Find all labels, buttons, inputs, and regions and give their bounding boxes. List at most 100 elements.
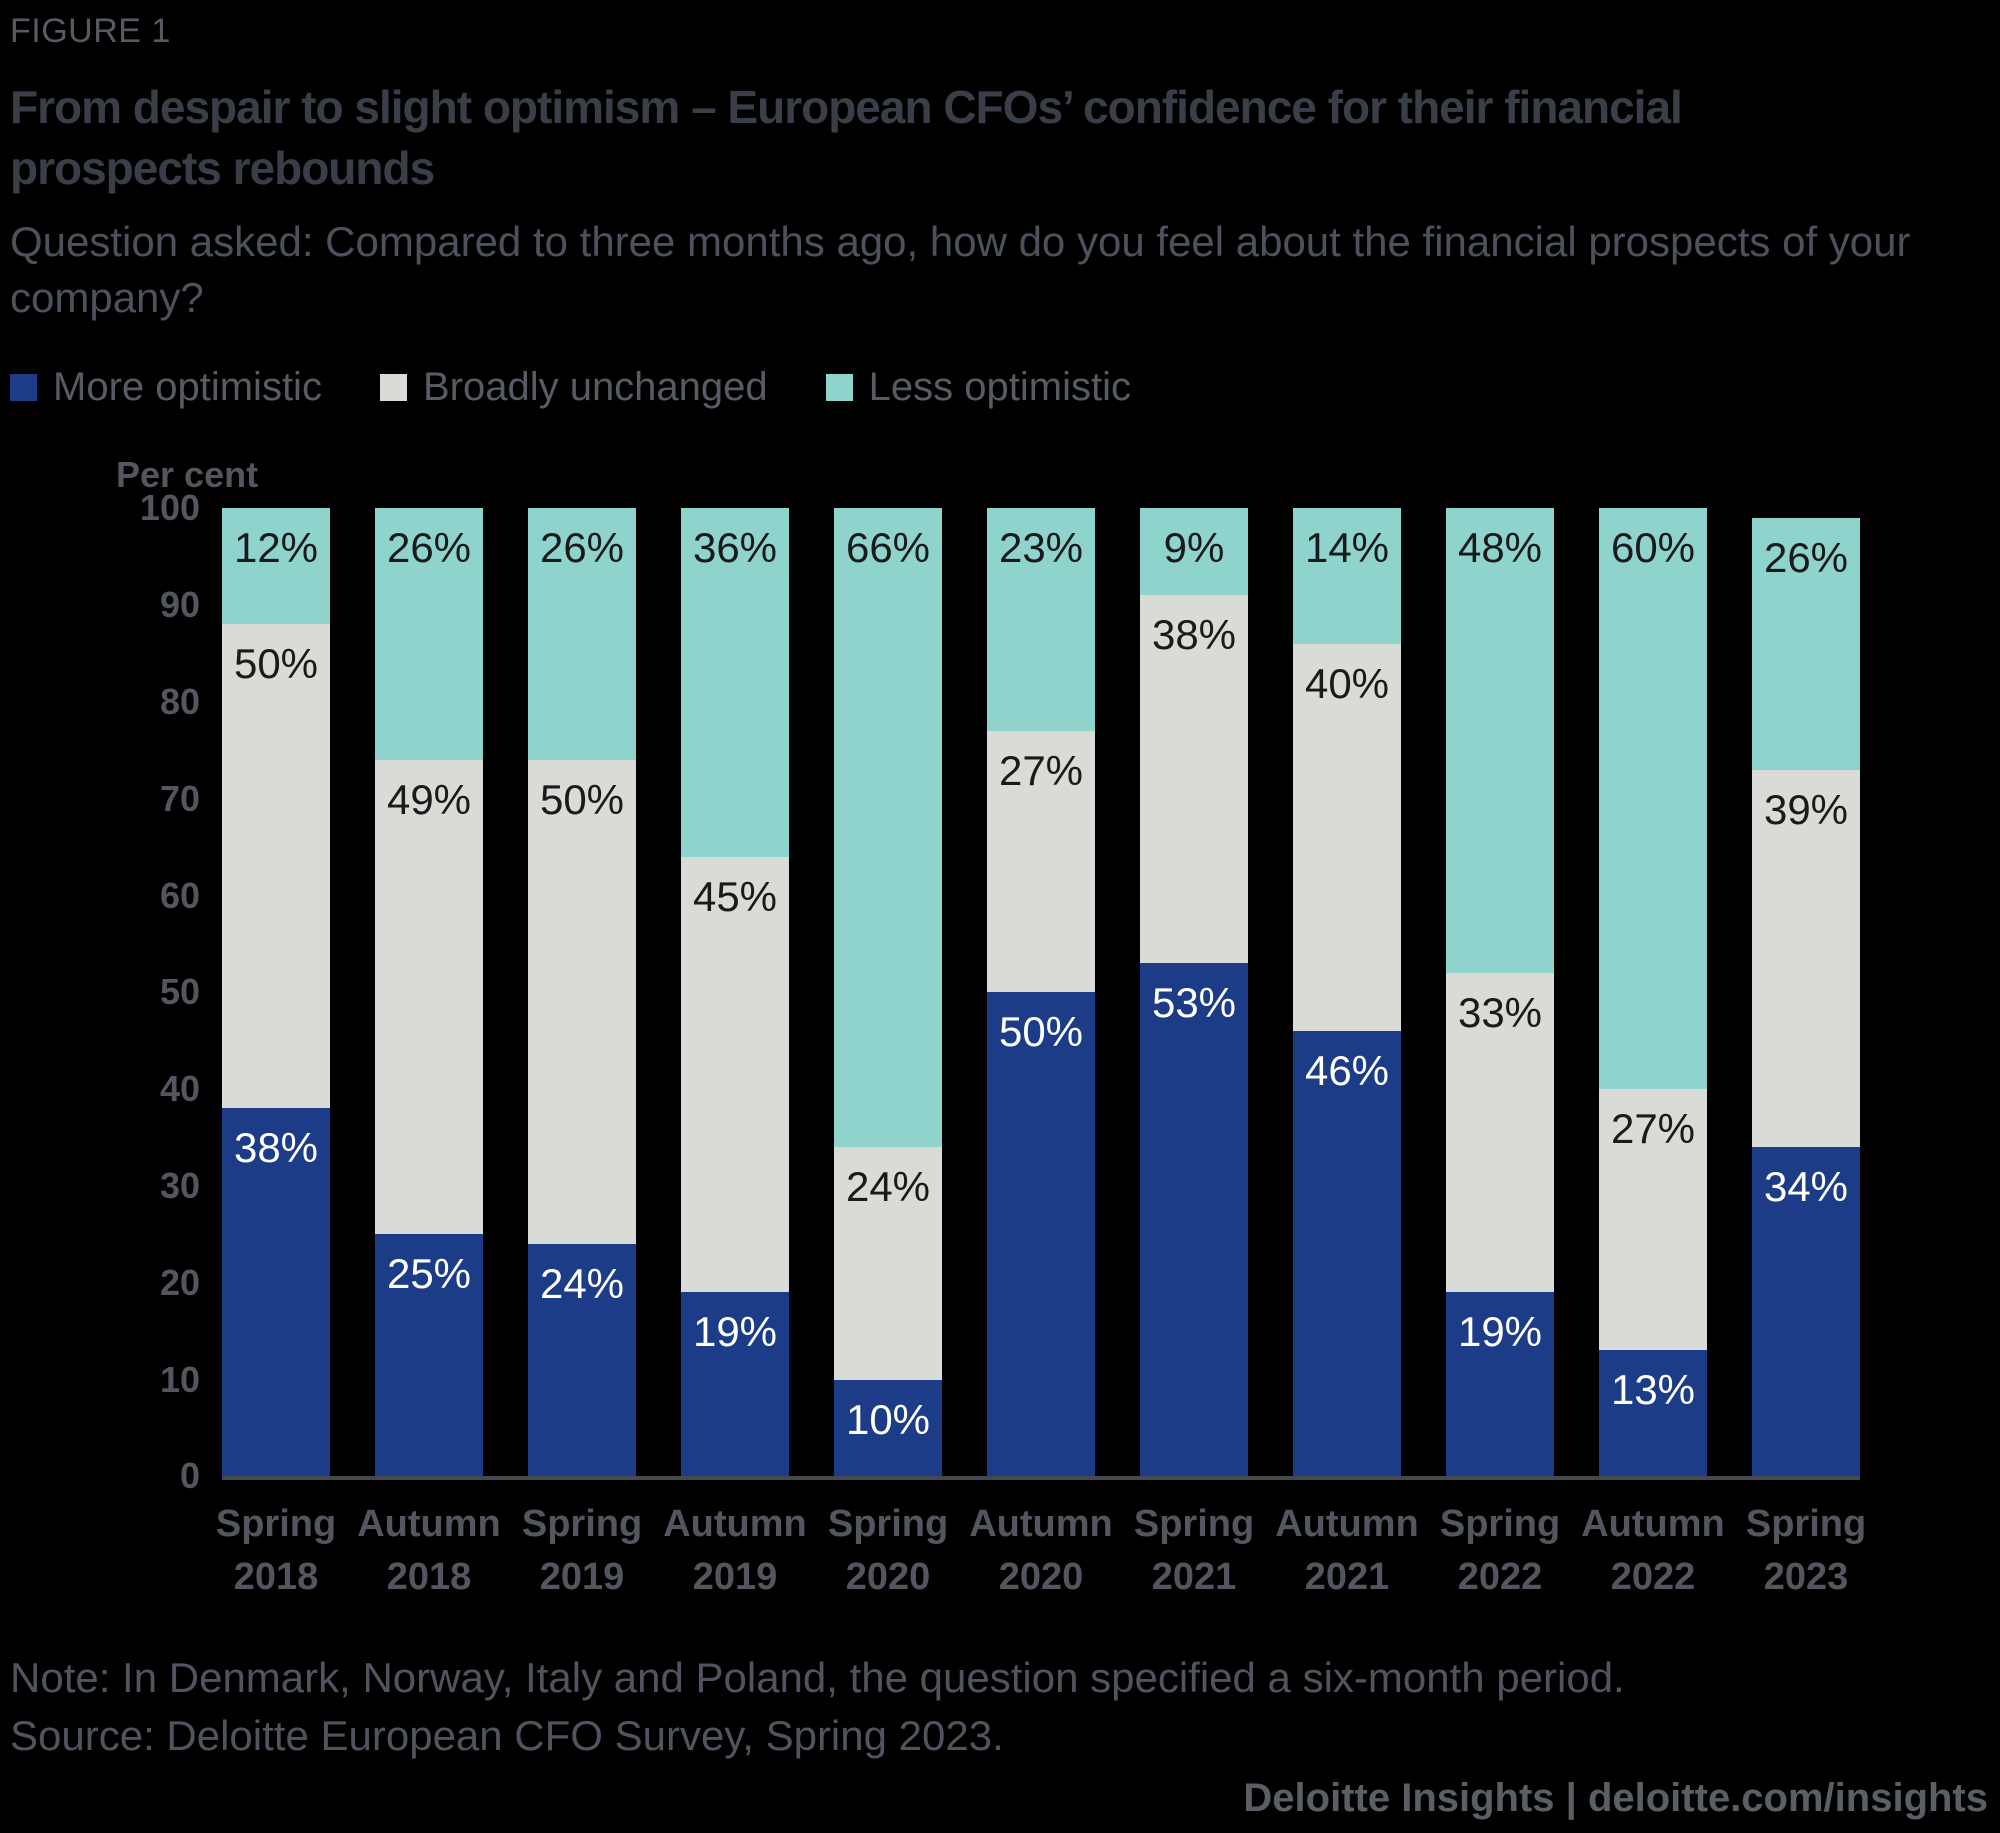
- bar-segment-more-optimistic: 50%: [987, 992, 1095, 1477]
- segment-value-label: 40%: [1304, 659, 1390, 707]
- x-tick-label-spring-2019: Spring 2019: [522, 1498, 642, 1603]
- bar-segment-less-optimistic: 14%: [1293, 508, 1401, 644]
- segment-value-label: 25%: [386, 1250, 472, 1298]
- legend-item-less-optimistic: Less optimistic: [825, 365, 1131, 410]
- bar-column-spring-2020: 66% 24% 10%: [834, 508, 942, 1477]
- bar-column-spring-2022: 48% 33% 19%: [1446, 508, 1554, 1477]
- bar-segment-more-optimistic: 24%: [528, 1244, 636, 1477]
- bar-segment-broadly-unchanged: 33%: [1446, 972, 1554, 1293]
- bar-segment-less-optimistic: 66%: [834, 508, 942, 1148]
- segment-value-label: 19%: [692, 1308, 778, 1356]
- segment-value-label: 12%: [233, 524, 319, 572]
- bar-segment-broadly-unchanged: 24%: [834, 1147, 942, 1380]
- x-tick-label-spring-2018: Spring 2018: [216, 1498, 336, 1603]
- legend-swatch-more-optimistic: [10, 374, 37, 402]
- bar-segment-less-optimistic: 26%: [375, 508, 483, 760]
- bar-segment-less-optimistic: 36%: [681, 508, 789, 857]
- x-tick-line: 2018: [233, 1555, 319, 1598]
- segment-value-label: 50%: [233, 640, 319, 688]
- bar-column-spring-2021: 9% 38% 53%: [1140, 508, 1248, 1477]
- x-tick-line: Autumn: [1581, 1503, 1725, 1546]
- x-tick-line: 2023: [1763, 1555, 1849, 1598]
- y-tick-label: 50: [159, 971, 200, 1013]
- segment-value-label: 46%: [1304, 1047, 1390, 1095]
- bar-segment-broadly-unchanged: 38%: [1140, 595, 1248, 964]
- x-tick-line: Spring: [1439, 1503, 1561, 1546]
- bar-column-autumn-2018: 26% 49% 25%: [375, 508, 483, 1477]
- bar-segment-broadly-unchanged: 45%: [681, 856, 789, 1293]
- segment-value-label: 39%: [1763, 785, 1849, 833]
- bar-segment-more-optimistic: 19%: [1446, 1292, 1554, 1477]
- x-tick-line: Autumn: [663, 1503, 807, 1546]
- bar-segment-more-optimistic: 10%: [834, 1379, 942, 1477]
- figure-label: FIGURE 1: [10, 12, 171, 50]
- bar-segment-more-optimistic: 38%: [222, 1108, 330, 1477]
- y-tick-label: 0: [179, 1455, 200, 1497]
- bar-segment-broadly-unchanged: 40%: [1293, 643, 1401, 1032]
- legend-item-broadly-unchanged: Broadly unchanged: [379, 365, 768, 410]
- segment-value-label: 34%: [1763, 1163, 1849, 1211]
- bar-column-autumn-2019: 36% 45% 19%: [681, 508, 789, 1477]
- bar-segment-more-optimistic: 53%: [1140, 963, 1248, 1477]
- x-tick-line: Spring: [827, 1503, 949, 1546]
- bars-container: 12% 50% 38% 26% 49% 25% 26% 50% 24% 36% 45% 19% 66% 2…: [222, 508, 1860, 1477]
- segment-value-label: 66%: [845, 524, 931, 572]
- segment-value-label: 24%: [845, 1163, 931, 1211]
- y-tick-label: 90: [159, 584, 200, 626]
- bar-segment-broadly-unchanged: 27%: [987, 730, 1095, 993]
- segment-value-label: 38%: [233, 1124, 319, 1172]
- bar-segment-broadly-unchanged: 27%: [1599, 1089, 1707, 1351]
- bar-segment-less-optimistic: 9%: [1140, 508, 1248, 596]
- x-tick-line: Autumn: [969, 1503, 1113, 1546]
- bar-column-spring-2018: 12% 50% 38%: [222, 508, 330, 1477]
- bar-column-spring-2019: 26% 50% 24%: [528, 508, 636, 1477]
- bar-segment-less-optimistic: 23%: [987, 508, 1095, 731]
- x-tick-line: 2019: [539, 1555, 625, 1598]
- segment-value-label: 26%: [386, 524, 472, 572]
- x-tick-label-spring-2022: Spring 2022: [1440, 1498, 1560, 1603]
- x-tick-label-spring-2023: Spring 2023: [1746, 1498, 1866, 1603]
- bar-segment-more-optimistic: 19%: [681, 1292, 789, 1477]
- x-tick-line: 2018: [386, 1555, 472, 1598]
- segment-value-label: 19%: [1457, 1308, 1543, 1356]
- segment-value-label: 13%: [1610, 1366, 1696, 1414]
- segment-value-label: 26%: [539, 524, 625, 572]
- x-tick-label-spring-2021: Spring 2021: [1134, 1498, 1254, 1603]
- legend-swatch-broadly-unchanged: [379, 374, 407, 402]
- x-tick-label-autumn-2018: Autumn 2018: [357, 1498, 501, 1603]
- deloitte-insights-branding: Deloitte Insights | deloitte.com/insight…: [1243, 1776, 1988, 1820]
- segment-value-label: 50%: [539, 776, 625, 823]
- bar-segment-broadly-unchanged: 49%: [375, 760, 483, 1235]
- segment-value-label: 27%: [998, 746, 1084, 794]
- x-tick-label-spring-2020: Spring 2020: [828, 1498, 948, 1603]
- y-tick-label: 10: [159, 1358, 200, 1400]
- y-tick-label: 80: [159, 680, 200, 722]
- segment-value-label: 36%: [692, 524, 778, 572]
- segment-value-label: 50%: [998, 1008, 1084, 1056]
- chart-title: From despair to slight optimism – Europe…: [10, 81, 1683, 194]
- segment-value-label: 24%: [539, 1260, 625, 1307]
- footer-note: Note: In Denmark, Norway, Italy and Pola…: [10, 1654, 1625, 1702]
- x-tick-label-autumn-2019: Autumn 2019: [663, 1498, 807, 1603]
- footer-source: Source: Deloitte European CFO Survey, Sp…: [10, 1712, 1004, 1760]
- segment-value-label: 38%: [1151, 611, 1237, 659]
- chart-subtitle: Question asked: Compared to three months…: [10, 218, 1911, 321]
- y-tick-label: 100: [139, 487, 200, 529]
- y-tick-label: 40: [159, 1068, 200, 1110]
- x-tick-line: 2020: [998, 1555, 1084, 1598]
- x-tick-line: 2019: [692, 1555, 778, 1598]
- bar-column-autumn-2022: 60% 27% 13%: [1599, 508, 1707, 1477]
- y-axis-title: Per cent: [116, 454, 259, 496]
- bar-segment-more-optimistic: 25%: [375, 1234, 483, 1477]
- x-tick-line: 2022: [1610, 1555, 1696, 1598]
- segment-value-label: 14%: [1304, 524, 1390, 572]
- segment-value-label: 48%: [1457, 524, 1543, 572]
- bar-segment-more-optimistic: 46%: [1293, 1031, 1401, 1477]
- footer: Note: In Denmark, Norway, Italy and Pola…: [10, 1649, 1986, 1765]
- bar-segment-broadly-unchanged: 50%: [222, 624, 330, 1109]
- x-axis-labels: Spring 2018 Autumn 2018 Spring 2019 Autumn 2019…: [216, 1498, 1866, 1603]
- segment-value-label: 49%: [386, 776, 472, 823]
- segment-value-label: 23%: [998, 524, 1084, 572]
- bar-segment-more-optimistic: 13%: [1599, 1350, 1707, 1477]
